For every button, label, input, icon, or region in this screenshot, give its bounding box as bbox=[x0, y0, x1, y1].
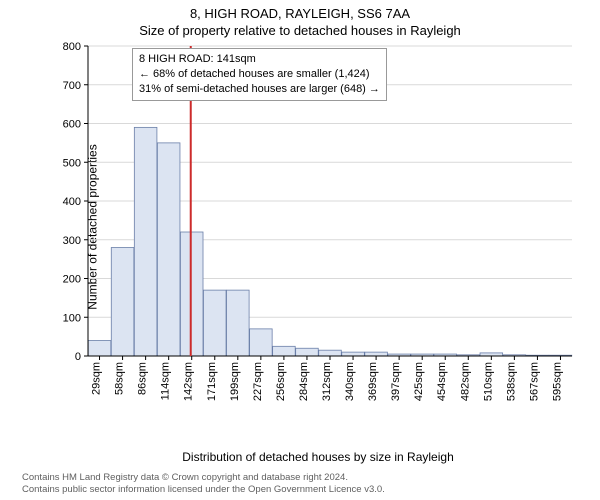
svg-text:114sqm: 114sqm bbox=[160, 362, 172, 400]
svg-text:256sqm: 256sqm bbox=[275, 362, 287, 401]
svg-text:397sqm: 397sqm bbox=[390, 362, 402, 401]
svg-text:800: 800 bbox=[63, 42, 81, 53]
svg-text:454sqm: 454sqm bbox=[436, 362, 448, 401]
svg-text:340sqm: 340sqm bbox=[344, 362, 356, 401]
svg-text:0: 0 bbox=[75, 351, 81, 363]
svg-text:700: 700 bbox=[63, 80, 81, 92]
bar bbox=[203, 290, 226, 356]
svg-text:600: 600 bbox=[63, 119, 81, 131]
annotation-line1: 8 HIGH ROAD: 141sqm bbox=[139, 52, 380, 67]
bar bbox=[342, 352, 365, 356]
svg-text:100: 100 bbox=[63, 312, 81, 324]
chart-titles: 8, HIGH ROAD, RAYLEIGH, SS6 7AA Size of … bbox=[0, 0, 600, 38]
svg-text:199sqm: 199sqm bbox=[229, 362, 241, 401]
annotation-line3: 31% of semi-detached houses are larger (… bbox=[139, 82, 380, 97]
title-sub: Size of property relative to detached ho… bbox=[0, 23, 600, 38]
svg-text:567sqm: 567sqm bbox=[528, 362, 540, 401]
svg-text:312sqm: 312sqm bbox=[321, 362, 333, 401]
svg-text:284sqm: 284sqm bbox=[298, 362, 310, 401]
bar bbox=[296, 348, 319, 356]
svg-text:142sqm: 142sqm bbox=[183, 362, 195, 401]
svg-text:227sqm: 227sqm bbox=[252, 362, 264, 401]
svg-text:500: 500 bbox=[63, 157, 81, 169]
footer-line1: Contains HM Land Registry data © Crown c… bbox=[22, 472, 385, 484]
footer-credits: Contains HM Land Registry data © Crown c… bbox=[22, 472, 385, 496]
svg-text:200: 200 bbox=[63, 274, 81, 286]
x-axis-label: Distribution of detached houses by size … bbox=[182, 450, 454, 464]
bar bbox=[227, 290, 250, 356]
svg-text:595sqm: 595sqm bbox=[551, 362, 563, 401]
svg-text:29sqm: 29sqm bbox=[91, 362, 103, 395]
bar bbox=[134, 127, 157, 356]
title-main: 8, HIGH ROAD, RAYLEIGH, SS6 7AA bbox=[0, 6, 600, 21]
svg-text:425sqm: 425sqm bbox=[413, 362, 425, 401]
footer-line2: Contains public sector information licen… bbox=[22, 484, 385, 496]
svg-text:482sqm: 482sqm bbox=[459, 362, 471, 401]
bar bbox=[250, 329, 273, 356]
bar bbox=[111, 248, 134, 357]
svg-text:300: 300 bbox=[63, 235, 81, 247]
bar bbox=[365, 352, 388, 356]
bar bbox=[273, 346, 296, 356]
bar bbox=[88, 341, 111, 357]
svg-text:400: 400 bbox=[63, 196, 81, 208]
svg-text:58sqm: 58sqm bbox=[114, 362, 126, 395]
svg-text:369sqm: 369sqm bbox=[367, 362, 379, 401]
bar bbox=[319, 350, 342, 356]
annotation-box: 8 HIGH ROAD: 141sqm ← 68% of detached ho… bbox=[132, 48, 387, 101]
chart-area: Number of detached properties 0100200300… bbox=[58, 42, 578, 412]
bar bbox=[157, 143, 180, 356]
svg-text:538sqm: 538sqm bbox=[505, 362, 517, 401]
svg-text:171sqm: 171sqm bbox=[206, 362, 218, 401]
svg-text:86sqm: 86sqm bbox=[137, 362, 149, 395]
svg-text:510sqm: 510sqm bbox=[482, 362, 494, 401]
annotation-line2: ← 68% of detached houses are smaller (1,… bbox=[139, 67, 380, 82]
